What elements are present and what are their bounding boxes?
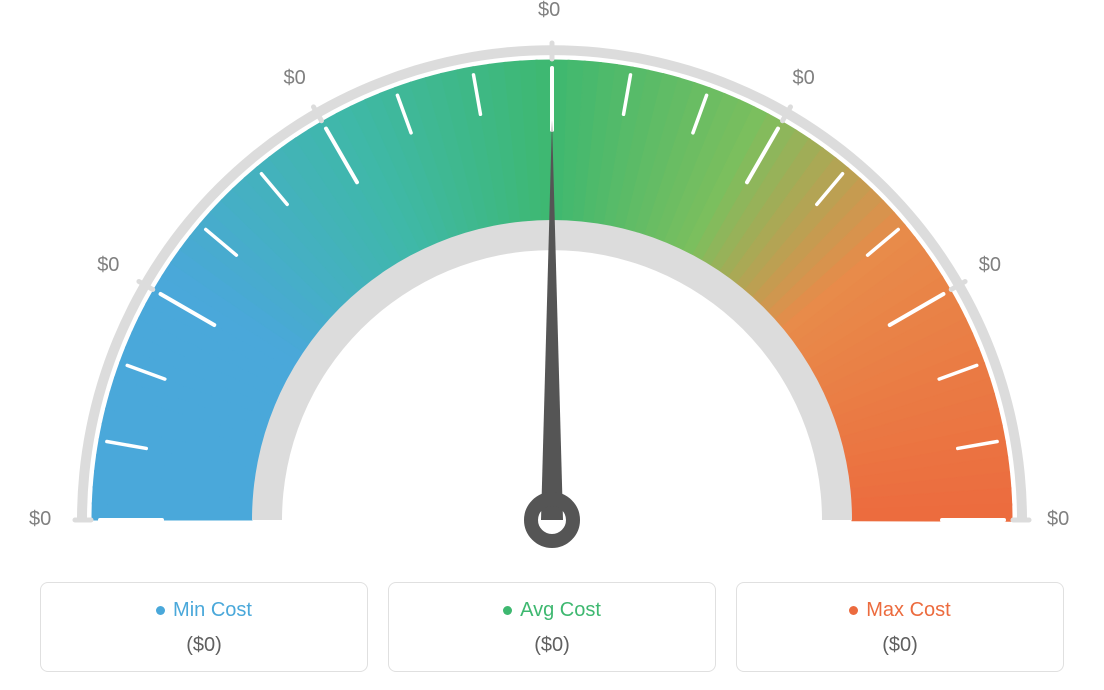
gauge-tick-label: $0 (1047, 508, 1069, 531)
legend-row: Min Cost ($0) Avg Cost ($0) Max Cost ($0… (40, 582, 1064, 672)
legend-value-min: ($0) (51, 634, 357, 657)
legend-dot-min (156, 606, 165, 615)
gauge-tick-label: $0 (793, 67, 815, 90)
gauge-svg (52, 20, 1052, 560)
legend-value-avg: ($0) (399, 634, 705, 657)
legend-card-min: Min Cost ($0) (40, 582, 368, 672)
legend-value-max: ($0) (747, 634, 1053, 657)
legend-dot-avg (503, 606, 512, 615)
gauge-chart-container: $0 $0 $0 $0 $0 $0 $0 Min Cost ($0) Avg Cost ($… (0, 0, 1104, 690)
legend-title-min: Min Cost (173, 599, 252, 622)
legend-card-avg: Avg Cost ($0) (388, 582, 716, 672)
gauge-tick-label: $0 (284, 67, 306, 90)
gauge-tick-label: $0 (538, 0, 560, 22)
gauge-tick-label: $0 (979, 254, 1001, 277)
gauge-tick-label: $0 (97, 254, 119, 277)
legend-card-max: Max Cost ($0) (736, 582, 1064, 672)
gauge-area: $0 $0 $0 $0 $0 $0 $0 (0, 0, 1104, 560)
legend-title-avg: Avg Cost (520, 599, 601, 622)
gauge-tick-label: $0 (29, 508, 51, 531)
legend-dot-max (849, 606, 858, 615)
legend-title-max: Max Cost (866, 599, 950, 622)
